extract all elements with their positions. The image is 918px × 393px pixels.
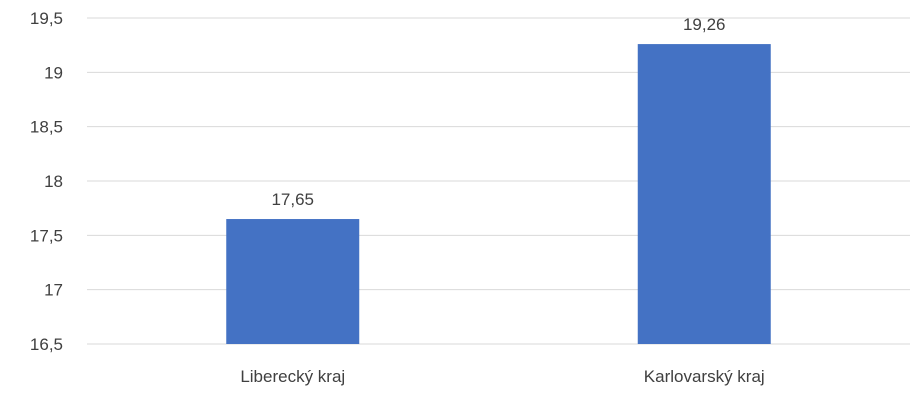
y-tick-label: 16,5 [30,335,63,354]
y-tick-label: 19,5 [30,9,63,28]
bar-value-label: 19,26 [683,15,726,34]
bar-value-label: 17,65 [271,190,314,209]
y-tick-label: 19 [44,63,63,82]
data-labels: 17,65 19,26 [271,15,725,209]
y-tick-label: 17,5 [30,226,63,245]
gridlines [87,17,910,345]
bars [226,44,771,345]
x-category-label: Karlovarský kraj [644,367,765,386]
x-category-label: Liberecký kraj [240,367,345,386]
y-axis-tick-labels: 16,5 17 17,5 18 18,5 19 19,5 [30,9,63,354]
y-tick-label: 18 [44,172,63,191]
x-axis-category-labels: Liberecký kraj Karlovarský kraj [240,367,764,386]
y-tick-label: 18,5 [30,118,63,137]
bar [637,44,771,345]
bar [226,219,360,344]
y-tick-label: 17 [44,281,63,300]
